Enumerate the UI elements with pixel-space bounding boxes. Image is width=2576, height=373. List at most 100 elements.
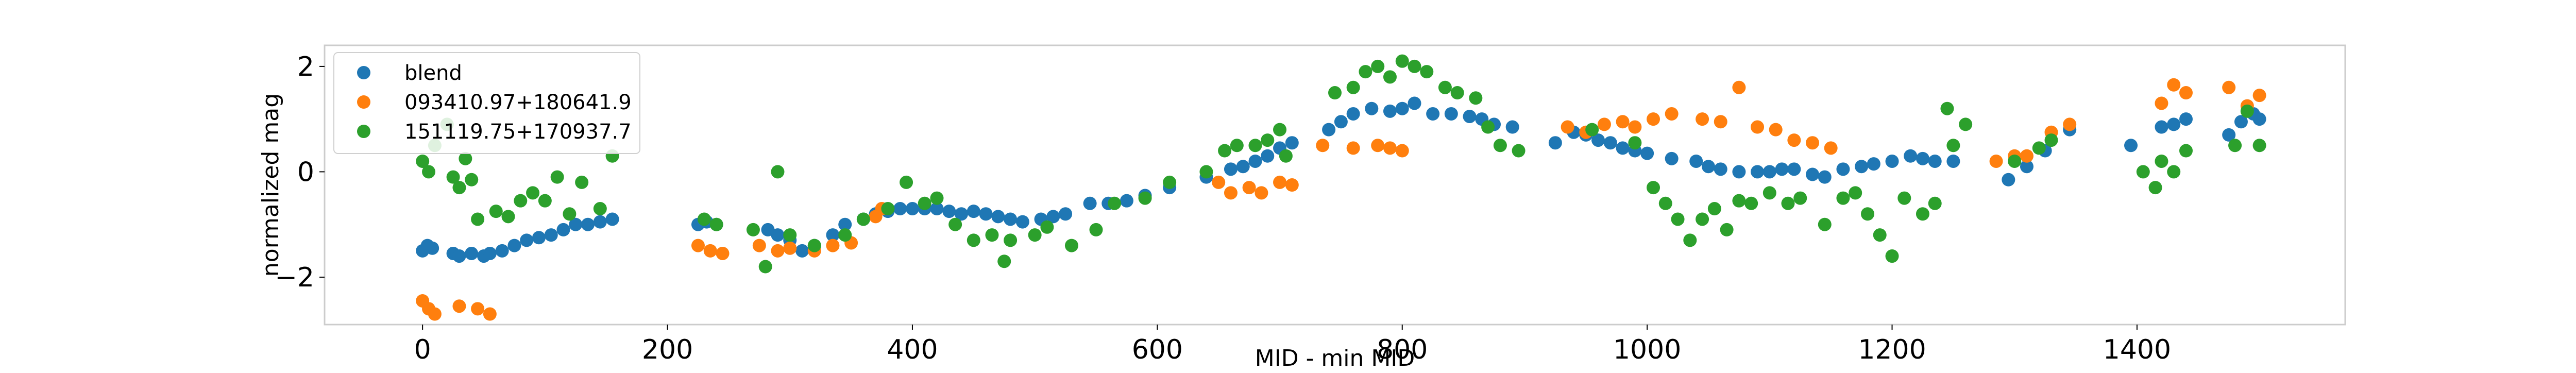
data-point <box>1083 196 1097 210</box>
data-point <box>881 202 895 216</box>
data-point <box>1108 196 1122 210</box>
data-point <box>452 249 466 263</box>
data-point <box>2222 80 2236 94</box>
data-point <box>1616 141 1630 155</box>
data-point <box>471 302 485 316</box>
data-point <box>709 217 723 231</box>
data-point <box>428 307 442 321</box>
x-tick-label: 600 <box>1132 334 1183 365</box>
data-point <box>1059 207 1073 221</box>
data-point <box>575 175 589 189</box>
data-point <box>1224 162 1238 176</box>
data-point <box>1732 194 1746 208</box>
data-point <box>1873 228 1887 242</box>
data-point <box>2252 112 2266 126</box>
data-point <box>465 246 479 260</box>
data-point <box>2252 139 2266 152</box>
data-point <box>1806 167 1820 181</box>
data-point <box>1769 123 1783 137</box>
data-point <box>1004 233 1018 247</box>
data-point <box>2155 120 2168 134</box>
data-point <box>1707 202 1721 216</box>
data-point <box>893 202 907 216</box>
data-point <box>605 212 619 226</box>
data-point <box>1224 186 1238 200</box>
data-point <box>1064 239 1078 252</box>
data-point <box>1548 136 1562 150</box>
data-point <box>1628 120 1642 134</box>
data-point <box>761 223 775 236</box>
legend-label: 151119.75+170937.7 <box>404 120 632 144</box>
data-point <box>2228 139 2242 152</box>
data-point <box>520 233 534 247</box>
data-point <box>2008 154 2022 168</box>
data-point <box>838 228 852 242</box>
data-point <box>795 244 809 258</box>
data-point <box>1855 160 1869 174</box>
data-point <box>826 228 840 242</box>
data-point <box>1597 117 1611 131</box>
data-point <box>556 223 570 236</box>
data-point <box>752 239 766 252</box>
data-point <box>1787 133 1801 147</box>
data-point <box>1346 107 1360 121</box>
data-point <box>1316 139 1330 152</box>
data-point <box>1916 207 1929 221</box>
data-point <box>1395 101 1409 115</box>
data-point <box>2179 86 2193 100</box>
data-point <box>1628 136 1642 150</box>
x-tick-label: 400 <box>887 334 938 365</box>
data-point <box>1408 59 1421 73</box>
data-point <box>2136 165 2150 179</box>
legend-label: blend <box>404 61 462 85</box>
data-point <box>1940 101 1954 115</box>
data-point <box>1720 223 1734 236</box>
x-tick-label: 0 <box>414 334 431 365</box>
data-point <box>501 210 515 224</box>
data-point <box>1438 80 1452 94</box>
data-point <box>2032 141 2046 155</box>
data-point <box>1744 196 1758 210</box>
data-point <box>1665 151 1679 165</box>
legend-item: 151119.75+170937.7 <box>357 120 632 144</box>
data-point <box>1199 165 1213 179</box>
data-point <box>1285 178 1299 192</box>
data-point <box>1273 123 1287 137</box>
data-point <box>1230 139 1244 152</box>
data-point <box>1904 149 1918 163</box>
data-point <box>2167 117 2181 131</box>
data-point <box>1928 196 1942 210</box>
data-point <box>1236 160 1250 174</box>
data-point <box>2155 96 2168 110</box>
data-point <box>771 244 785 258</box>
data-point <box>1818 170 1832 184</box>
data-point <box>526 186 540 200</box>
data-point <box>1781 196 1795 210</box>
data-point <box>2124 139 2138 152</box>
data-point <box>1640 146 1654 160</box>
data-point <box>1897 191 1911 205</box>
data-point <box>452 299 466 313</box>
data-point <box>2044 133 2058 147</box>
data-point <box>1696 112 1709 126</box>
data-point <box>507 239 521 252</box>
data-point <box>1946 154 1960 168</box>
data-point <box>1040 220 1054 234</box>
data-point <box>691 239 705 252</box>
legend-item: 093410.97+180641.9 <box>357 91 632 114</box>
data-point <box>1328 86 1342 100</box>
y-axis-label: normalized mag <box>258 93 284 277</box>
legend-marker <box>357 95 370 109</box>
data-point <box>967 233 980 247</box>
x-tick-label: 200 <box>642 334 693 365</box>
data-point <box>538 194 552 208</box>
data-point <box>471 212 485 226</box>
data-point <box>2252 89 2266 103</box>
data-point <box>1089 223 1103 236</box>
x-tick-label: 800 <box>1377 334 1428 365</box>
x-tick-label: 1000 <box>1613 334 1681 365</box>
data-point <box>979 207 993 221</box>
data-point <box>1279 149 1293 163</box>
data-point <box>1138 191 1152 205</box>
data-point <box>807 239 821 252</box>
